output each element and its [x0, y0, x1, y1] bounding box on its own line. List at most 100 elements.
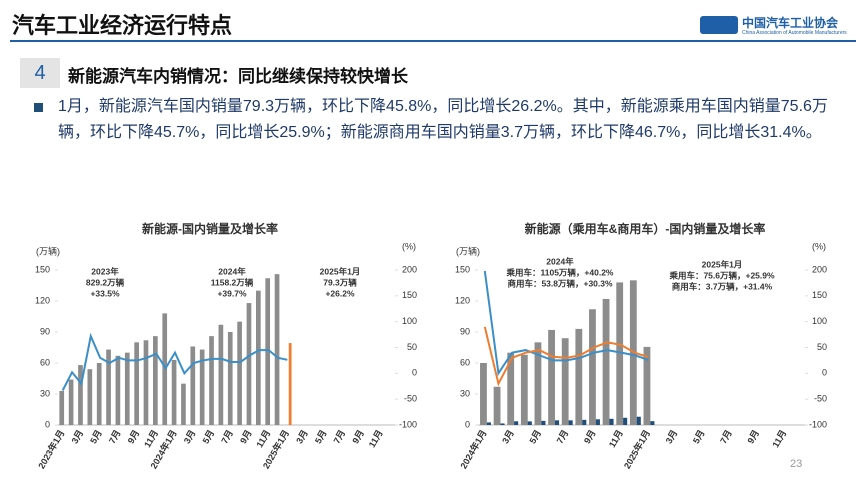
line-series	[483, 270, 649, 377]
annotation: 商用车：3.7万辆，+31.4%	[672, 281, 773, 291]
x-tick-label: 7月	[555, 428, 571, 445]
bar	[78, 365, 83, 425]
x-tick-label: 2025年1月	[621, 428, 652, 471]
title-rule	[10, 40, 856, 42]
logo-subtitle: China Association of Automobile Manufact…	[742, 30, 847, 36]
bar	[87, 369, 93, 425]
x-tick-label: 11月	[770, 428, 788, 449]
x-tick-label: 9月	[238, 428, 254, 445]
y-axis-label: (万辆)	[456, 245, 480, 256]
annotation: 2024年	[546, 256, 574, 266]
y-tick-label: 0	[465, 419, 470, 429]
annotation: 829.2万辆	[86, 277, 125, 287]
bar	[507, 352, 515, 425]
y-axis-label: (万辆)	[36, 245, 60, 256]
x-tick-label: 5月	[527, 428, 543, 445]
y2-tick-label: 100	[402, 316, 417, 326]
bar	[480, 363, 487, 425]
x-tick-label: 5月	[201, 428, 217, 445]
bar	[171, 359, 177, 425]
chart-title: 新能源（乘用车&商用车）-国内销量及增长率	[525, 221, 766, 236]
x-tick-label: 3月	[664, 428, 680, 445]
y2-tick-label: 200	[402, 264, 417, 274]
x-tick-label: 3月	[182, 428, 198, 445]
y2-tick-label: 100	[812, 316, 827, 326]
x-tick-label: 11月	[254, 428, 272, 449]
bar	[218, 324, 224, 425]
y-tick-label: 60	[460, 357, 470, 367]
bullet-mark	[34, 103, 43, 112]
y-tick-label: 90	[40, 326, 50, 336]
bar	[246, 303, 252, 425]
x-tick-label: 7月	[107, 428, 123, 445]
bar	[541, 420, 546, 425]
x-tick-label: 5月	[691, 428, 707, 445]
bar	[68, 379, 74, 425]
x-tick-label: 2023年1月	[35, 428, 66, 471]
annotation: 2025年1月	[702, 259, 743, 269]
y2-tick-label: 0	[412, 368, 417, 378]
bar	[568, 420, 573, 425]
bar	[589, 309, 596, 425]
bar	[636, 416, 641, 425]
logo-mark	[700, 16, 738, 34]
bar	[59, 390, 65, 425]
annotation: +26.2%	[325, 288, 355, 298]
y2-tick-label: -100	[809, 419, 827, 429]
x-tick-label: 3月	[500, 428, 516, 445]
bar	[227, 332, 233, 425]
bar	[616, 282, 624, 425]
bar	[534, 342, 542, 425]
y2-tick-label: 150	[812, 290, 827, 300]
bar	[486, 422, 491, 425]
y-tick-label: 0	[45, 419, 50, 429]
y2-tick-label: 50	[407, 342, 417, 352]
bullet-text: 1月，新能源汽车国内销量79.3万辆，环比下降45.8%，同比增长26.2%。其…	[58, 98, 828, 141]
x-tick-label: 2024年1月	[458, 428, 489, 471]
bar	[623, 417, 628, 425]
line-series	[61, 332, 288, 391]
x-tick-label: 7月	[332, 428, 348, 445]
bar	[548, 329, 555, 425]
bar	[274, 274, 280, 425]
bar	[643, 346, 651, 425]
slide-title: 汽车工业经济运行特点	[12, 13, 233, 38]
bar	[124, 352, 130, 425]
y-tick-label: 60	[40, 357, 50, 367]
bar	[265, 278, 271, 425]
annotation: 2025年1月	[320, 266, 361, 276]
y-tick-label: 150	[455, 264, 470, 274]
bar	[162, 313, 168, 425]
bar	[520, 354, 528, 425]
y2-tick-label: 0	[822, 368, 827, 378]
x-tick-label: 11月	[607, 428, 625, 449]
y2-tick-label: -100	[399, 419, 417, 429]
x-tick-label: 3月	[70, 428, 86, 445]
bar	[527, 421, 532, 425]
y2-tick-label: 200	[812, 264, 827, 274]
logo-name: 中国汽车工业协会	[742, 16, 839, 30]
bar	[106, 349, 111, 425]
bar	[199, 349, 205, 425]
y2-axis-label: (%)	[402, 241, 416, 251]
chart-title: 新能源-国内销量及增长率	[142, 221, 278, 236]
x-tick-label: 9月	[126, 428, 142, 445]
y-tick-label: 150	[35, 264, 50, 274]
bar	[582, 419, 587, 425]
x-tick-label: 11月	[142, 428, 160, 449]
bar	[500, 423, 505, 425]
annotation: 1158.2万辆	[211, 277, 254, 287]
bar	[209, 336, 214, 425]
bar	[255, 290, 261, 425]
annotation: 乘用车：1105万辆，+40.2%	[505, 267, 613, 277]
bar	[554, 420, 560, 425]
y-tick-label: 30	[460, 388, 470, 398]
bar	[288, 343, 292, 425]
y2-tick-label: 150	[402, 290, 417, 300]
x-tick-label: 7月	[219, 428, 235, 445]
y-tick-label: 30	[40, 388, 50, 398]
y-tick-label: 120	[35, 295, 50, 305]
section-number: 4	[20, 58, 60, 88]
